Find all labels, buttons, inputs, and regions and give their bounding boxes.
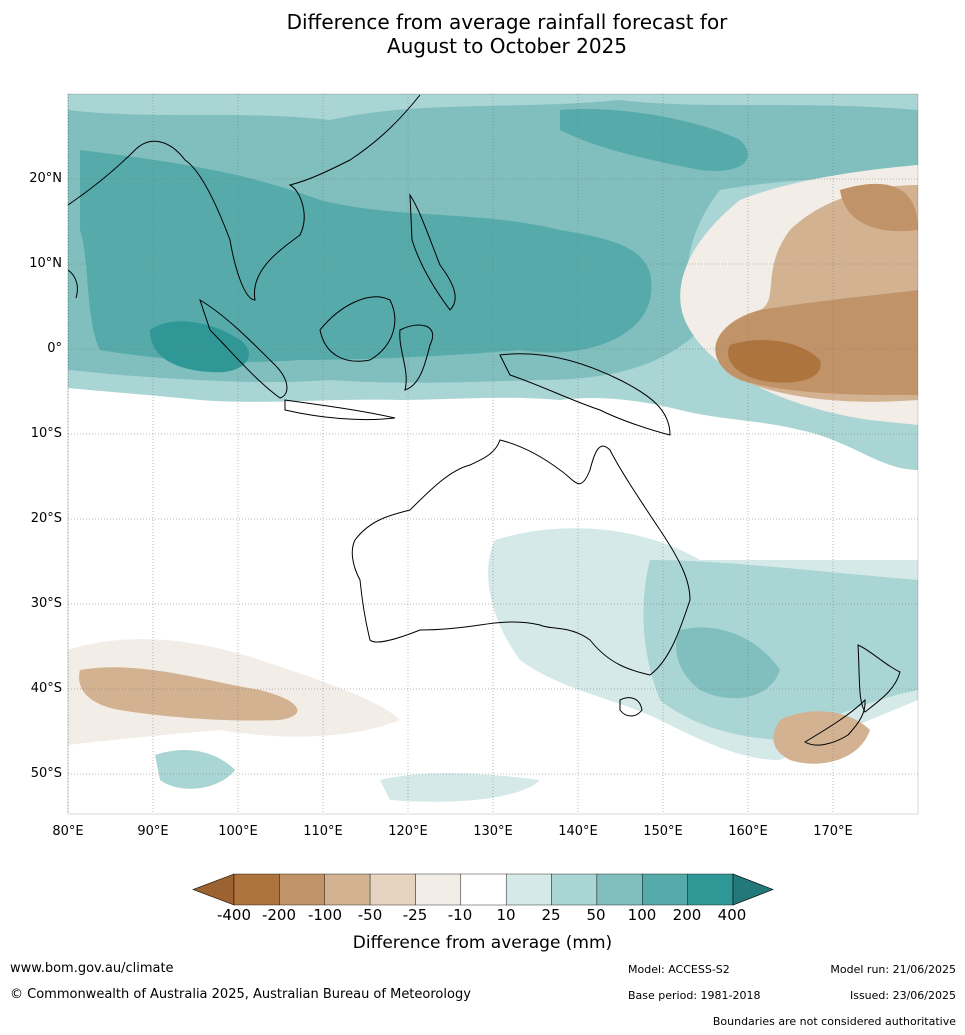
graticule <box>67 94 918 814</box>
colorbar-label: 200 <box>672 906 702 924</box>
coast-philippines <box>409 193 456 311</box>
wet-south-patch-2 <box>380 773 540 802</box>
colorbar-label: 400 <box>717 906 747 924</box>
dry-tasman <box>773 711 870 764</box>
wet-east-australia-core <box>676 627 780 699</box>
colorbar <box>192 873 774 906</box>
lon-label-120e: 120°E <box>388 824 428 839</box>
colorbar-swatch <box>324 873 371 906</box>
coast-tasmania <box>619 697 643 717</box>
colorbar-label: 100 <box>627 906 657 924</box>
coast-borneo <box>319 296 396 362</box>
lon-label-150e: 150°E <box>643 824 683 839</box>
lon-label-170e: 170°E <box>813 824 853 839</box>
lat-label-30s: 30°S <box>30 596 62 611</box>
colorbar-swatch <box>279 873 325 906</box>
boundary-disclaimer: Boundaries are not considered authoritat… <box>712 1015 956 1028</box>
website-link[interactable]: www.bom.gov.au/climate <box>10 961 174 976</box>
wet-east-australia-mid <box>643 560 918 740</box>
rainfall-anomaly-field <box>68 94 918 814</box>
lat-label-20n: 20°N <box>29 171 62 186</box>
coast-india-sri-lanka <box>68 269 78 299</box>
lon-label-140e: 140°E <box>558 824 598 839</box>
title-line-2: August to October 2025 <box>386 34 628 58</box>
colorbar-labels: -400 -200 -100 -50 -25 -10 10 25 50 100 … <box>0 906 965 926</box>
coast-sumatra <box>199 298 288 399</box>
copyright-text: © Commonwealth of Australia 2025, Austra… <box>10 987 471 1002</box>
colorbar-label: -400 <box>216 906 252 924</box>
colorbar-swatch <box>233 873 280 906</box>
colorbar-label: -200 <box>261 906 297 924</box>
colorbar-swatch <box>596 873 643 906</box>
lon-label-160e: 160°E <box>728 824 768 839</box>
lon-label-110e: 110°E <box>303 824 343 839</box>
lon-label-90e: 90°E <box>137 824 169 839</box>
coast-new-zealand-south <box>804 698 866 746</box>
lat-label-0: 0° <box>47 341 62 356</box>
map-frame <box>67 93 919 815</box>
colorbar-arrow-high <box>732 873 774 906</box>
colorbar-swatch <box>551 873 598 906</box>
colorbar-label: 50 <box>586 906 606 924</box>
lat-label-20s: 20°S <box>30 511 62 526</box>
colorbar-label: 10 <box>496 906 516 924</box>
lon-label-130e: 130°E <box>473 824 513 839</box>
base-period: Base period: 1981-2018 <box>628 989 761 1002</box>
coast-new-zealand-north <box>857 644 901 713</box>
wet-band-core <box>80 150 652 362</box>
lon-label-80e: 80°E <box>52 824 84 839</box>
colorbar-label: -50 <box>357 906 383 924</box>
coastlines <box>68 94 901 746</box>
model-name: Model: ACCESS-S2 <box>628 963 730 976</box>
colorbar-swatch <box>642 873 688 906</box>
colorbar-swatch <box>687 873 734 906</box>
colorbar-title: Difference from average (mm) <box>352 933 613 953</box>
coast-asia-mainland <box>68 94 421 301</box>
coast-new-guinea <box>499 353 671 436</box>
coast-java <box>284 399 396 421</box>
colorbar-arrow-low <box>192 873 235 906</box>
wet-core-north <box>560 109 748 171</box>
lat-label-50s: 50°S <box>30 766 62 781</box>
colorbar-swatch <box>505 873 552 906</box>
dry-south-indian-mid <box>79 667 298 721</box>
coast-sulawesi <box>399 324 434 391</box>
lat-label-10n: 10°N <box>29 256 62 271</box>
wet-core-indian-ocean <box>150 321 249 373</box>
map-title: Difference from average rainfall forecas… <box>0 10 965 58</box>
dry-patch-ne <box>840 183 918 232</box>
wet-south-patch <box>155 750 235 789</box>
colorbar-label: -25 <box>402 906 428 924</box>
colorbar-label: 25 <box>541 906 561 924</box>
colorbar-swatch <box>415 873 462 906</box>
issued-date: Issued: 23/06/2025 <box>849 989 956 1002</box>
dry-core-pacific <box>728 340 821 383</box>
coast-australia <box>351 439 691 676</box>
lat-label-10s: 10°S <box>30 426 62 441</box>
colorbar-label: -100 <box>307 906 343 924</box>
model-run-date: Model run: 21/06/2025 <box>830 963 956 976</box>
colorbar-swatch <box>369 873 416 906</box>
colorbar-label: -10 <box>447 906 473 924</box>
title-line-1: Difference from average rainfall forecas… <box>286 10 728 34</box>
lat-label-40s: 40°S <box>30 681 62 696</box>
lon-label-100e: 100°E <box>218 824 258 839</box>
colorbar-swatch <box>460 873 507 906</box>
